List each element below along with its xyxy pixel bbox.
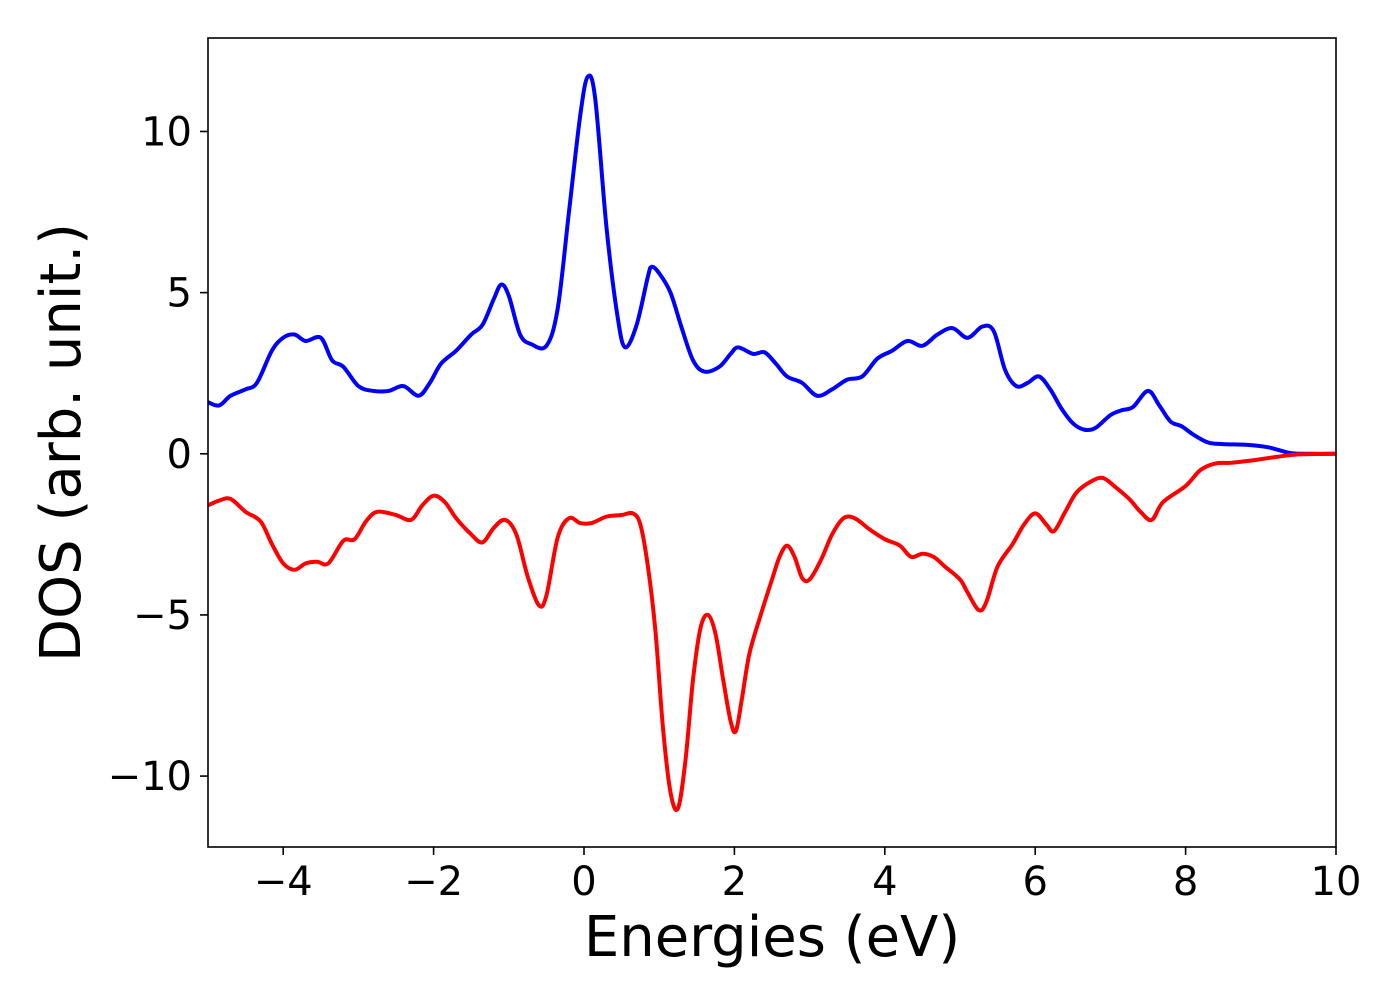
x-tick-label: 0 [571,859,596,905]
x-tick-label: −2 [404,859,463,905]
y-axis: −10 −5 0 5 10 [108,109,208,800]
series-line-2 [207,451,1337,812]
y-tick-label: 5 [167,271,192,317]
series-line-1 [207,73,1337,456]
x-axis-title: Energies (eV) [584,905,960,970]
y-tick-label: −10 [108,754,192,800]
y-tick-label: −5 [133,593,192,639]
x-tick-label: 10 [1311,859,1362,905]
plot-frame [207,37,1337,848]
x-tick-label: 2 [722,859,747,905]
x-tick-label: 8 [1173,859,1198,905]
series-layer [207,73,1337,812]
y-tick-label: 10 [141,109,192,155]
x-tick-label: 6 [1022,859,1047,905]
y-tick-label: 0 [167,432,192,478]
x-tick-label: 4 [872,859,897,905]
y-axis-title: DOS (arb. unit.) [29,223,94,662]
x-tick-label: −4 [254,859,313,905]
x-axis: −4 −2 0 2 4 6 8 10 [254,847,1362,905]
